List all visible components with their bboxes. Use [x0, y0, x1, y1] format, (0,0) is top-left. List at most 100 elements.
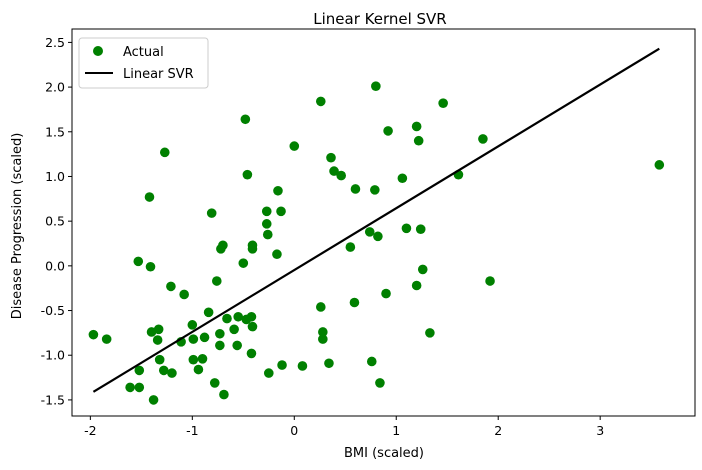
data-point — [478, 134, 488, 144]
data-point — [272, 249, 282, 260]
data-point — [417, 264, 428, 275]
data-point — [144, 192, 155, 202]
data-point — [125, 382, 135, 393]
legend-label-actual: Actual — [123, 45, 164, 60]
x-tick-label: 2 — [494, 423, 502, 438]
data-point — [133, 256, 144, 267]
data-point — [167, 368, 177, 378]
data-point — [383, 126, 393, 136]
data-point — [222, 313, 232, 324]
data-point — [203, 307, 214, 318]
x-tick-label: 1 — [392, 423, 400, 438]
data-point — [188, 354, 199, 365]
svr-line — [92, 47, 660, 393]
data-point — [349, 297, 360, 308]
y-tick-label: -0.5 — [41, 303, 65, 318]
data-point — [277, 360, 287, 370]
data-point — [88, 329, 99, 340]
data-point — [229, 324, 239, 335]
data-point — [336, 170, 346, 181]
plot-frame — [71, 28, 696, 417]
x-axis-ticks: -2 -1 0 1 2 3 — [84, 416, 604, 438]
chart-title: Linear Kernel SVR — [313, 10, 446, 28]
data-point — [350, 184, 361, 194]
data-point — [197, 353, 208, 364]
data-point — [193, 364, 204, 375]
data-point — [411, 280, 422, 291]
data-point — [318, 334, 328, 344]
y-tick-label: -1.5 — [41, 392, 65, 407]
data-point — [411, 121, 422, 132]
y-tick-label: 0.5 — [45, 214, 65, 229]
data-point — [324, 358, 334, 369]
data-point — [206, 208, 217, 218]
data-point — [134, 382, 145, 393]
y-tick-label: 1.5 — [45, 124, 65, 139]
data-point — [187, 320, 198, 330]
data-point — [366, 356, 377, 367]
data-point — [247, 240, 258, 251]
data-point — [485, 276, 495, 286]
data-point — [415, 224, 426, 235]
data-point — [315, 96, 326, 107]
data-point — [262, 229, 273, 240]
data-point — [273, 185, 283, 196]
data-point — [218, 240, 228, 251]
data-point — [375, 378, 385, 388]
data-point — [329, 166, 339, 176]
legend: Actual Linear SVR — [78, 37, 209, 89]
data-point — [345, 242, 356, 252]
data-point — [370, 185, 380, 195]
y-axis-ticks: -1.5 -1.0 -0.5 0.0 0.5 1.0 1.5 2.0 2.5 — [41, 35, 72, 407]
data-point — [654, 160, 665, 170]
legend-marker-actual — [93, 46, 103, 56]
y-tick-label: 2.0 — [45, 80, 65, 95]
data-point — [215, 328, 225, 339]
data-point — [134, 365, 145, 376]
data-point — [215, 340, 225, 351]
data-point — [246, 348, 257, 359]
x-tick-label: -2 — [84, 423, 96, 438]
data-point — [263, 368, 274, 378]
data-point — [381, 288, 391, 299]
data-point — [199, 332, 210, 343]
data-point — [261, 206, 272, 217]
data-point — [413, 135, 424, 146]
data-point — [315, 302, 326, 312]
plot-area — [88, 47, 665, 405]
y-axis-title: Disease Progression (scaled) — [10, 133, 25, 320]
data-point — [145, 261, 156, 272]
data-point — [438, 98, 448, 108]
x-tick-label: 0 — [290, 423, 298, 438]
data-point — [152, 335, 163, 345]
data-point — [364, 227, 375, 237]
data-point — [289, 141, 300, 151]
data-point — [219, 389, 229, 400]
data-point — [188, 334, 199, 344]
y-tick-label: -1.0 — [41, 348, 65, 363]
y-tick-label: 2.5 — [45, 35, 65, 50]
data-point — [101, 334, 112, 344]
data-point — [242, 169, 253, 180]
data-point — [401, 223, 412, 234]
data-point — [154, 354, 165, 365]
data-point — [238, 258, 249, 268]
data-point — [240, 114, 251, 125]
data-point — [232, 340, 242, 351]
data-point — [276, 206, 286, 217]
data-point — [246, 311, 257, 322]
data-point — [371, 81, 381, 92]
x-tick-label: -1 — [186, 423, 198, 438]
data-point — [211, 276, 222, 286]
data-point — [179, 289, 189, 300]
data-point — [397, 173, 408, 184]
data-point — [261, 219, 272, 229]
legend-box — [78, 37, 209, 89]
data-point — [326, 152, 336, 163]
data-point — [166, 281, 176, 292]
y-tick-label: 1.0 — [45, 169, 65, 184]
data-point — [158, 365, 169, 376]
y-tick-label: 0.0 — [45, 258, 65, 273]
data-point — [373, 231, 383, 242]
